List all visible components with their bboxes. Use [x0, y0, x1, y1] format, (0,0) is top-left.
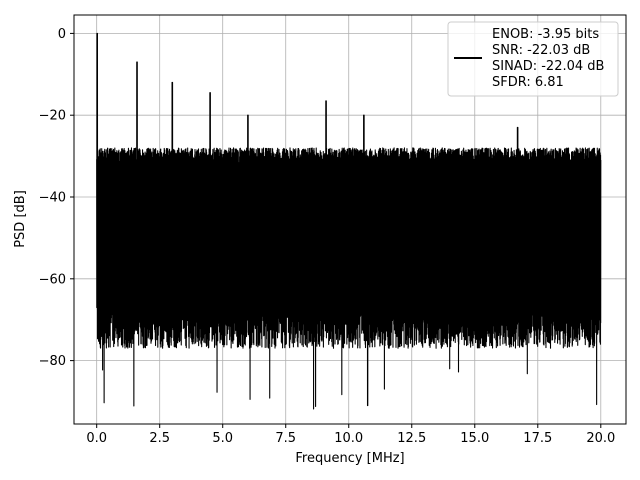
- y-tick-label: −40: [39, 191, 66, 206]
- y-axis-label: PSD [dB]: [13, 190, 28, 248]
- y-tick-label: 0: [58, 27, 66, 42]
- x-tick-label: 20.0: [586, 431, 615, 446]
- x-tick-label: 15.0: [460, 431, 489, 446]
- x-tick-label: 7.5: [275, 431, 296, 446]
- x-tick-label: 5.0: [212, 431, 233, 446]
- x-axis-ticks: 0.0 2.5 5.0 7.5 10.0 12.5 15.0 17.5 20.0: [86, 424, 615, 446]
- x-tick-label: 10.0: [334, 431, 363, 446]
- legend-text-sinad: SINAD: -22.04 dB: [492, 59, 604, 74]
- y-tick-label: −80: [39, 354, 66, 369]
- psd-series-line: [96, 32, 602, 410]
- x-tick-label: 17.5: [523, 431, 552, 446]
- x-tick-label: 12.5: [397, 431, 426, 446]
- y-axis-ticks: 0 −20 −40 −60 −80: [39, 27, 74, 369]
- legend-text-snr: SNR: -22.03 dB: [492, 43, 590, 58]
- legend-text-sfdr: SFDR: 6.81: [492, 75, 564, 90]
- x-axis-label: Frequency [MHz]: [295, 451, 404, 466]
- series-group: [96, 32, 602, 410]
- y-tick-label: −60: [39, 272, 66, 287]
- y-tick-label: −20: [39, 109, 66, 124]
- x-tick-label: 2.5: [149, 431, 170, 446]
- plot-frame: [73, 14, 627, 425]
- legend-text-enob: ENOB: -3.95 bits: [492, 27, 599, 42]
- x-tick-label: 0.0: [86, 431, 107, 446]
- legend-box: [447, 21, 619, 97]
- legend: ENOB: -3.95 bits SNR: -22.03 dB SINAD: -…: [447, 21, 619, 97]
